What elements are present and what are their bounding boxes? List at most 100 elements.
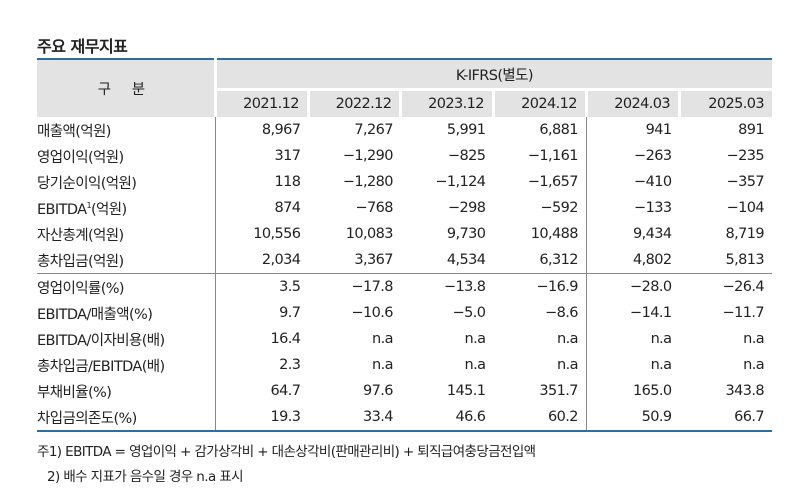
cell-value: n.a [372, 357, 393, 373]
cell-value: 6,312 [539, 252, 578, 268]
cell-value: −1,290 [342, 148, 394, 164]
cell-value: 165.0 [585, 378, 680, 404]
period-header: 2022.12 [306, 88, 401, 117]
row-label-text: 총차입금/EBITDA(배) [37, 358, 165, 375]
cell-value: 60.2 [548, 409, 578, 425]
cell-value: 145.1 [446, 383, 486, 399]
cell-value: −16.9 [493, 273, 587, 300]
table-row: 영업이익률(%) 3.5 −17.8 −13.8 −16.9 −28.0 −26.4 [37, 273, 772, 300]
cell-value: −410 [585, 169, 680, 195]
page-title: 주요 재무지표 [37, 37, 128, 56]
cell-value: n.a [557, 331, 578, 347]
row-label: 영업이익(억원) [37, 143, 216, 169]
cell-value: 2.3 [279, 357, 301, 373]
cell-value: 6,881 [539, 122, 578, 138]
cell-value: 874 [274, 200, 301, 216]
row-label: 자산총계(억원) [37, 221, 216, 247]
period-header: 2024.12 [491, 88, 587, 117]
cell-value: 9,434 [585, 221, 680, 247]
row-label: 차입금의존도(%) [37, 404, 216, 431]
period-header: 2024.03 [584, 88, 680, 117]
row-label-text: 당기순이익(억원) [37, 175, 137, 192]
footnote-ref: 1 [86, 200, 91, 210]
cell-value: 941 [585, 117, 680, 143]
row-label-text: EBITDA/이자비용(배) [37, 332, 165, 349]
row-label: 매출액(억원) [37, 117, 216, 143]
cell-value: 33.4 [363, 409, 393, 425]
footnote-1: 주1) EBITDA = 영업이익 + 감가상각비 + 대손상각비(판매관리비)… [37, 444, 536, 460]
cell-value: −11.7 [722, 305, 765, 321]
cell-value: −104 [726, 200, 765, 216]
table-row: 영업이익(억원) 317 −1,290 −825 −1,161 −263 −235 [37, 143, 772, 169]
cell-value: −263 [585, 143, 680, 169]
row-label-text: 영업이익률(%) [37, 280, 125, 297]
cell-value: 10,488 [530, 226, 579, 242]
row-label-suffix: (억원) [90, 201, 127, 218]
cell-value: −768 [355, 200, 393, 216]
row-label: 당기순이익(억원) [37, 169, 216, 195]
row-label-text: 영업이익(억원) [37, 149, 124, 166]
cell-value: 317 [274, 148, 301, 164]
table-row: EBITDA/매출액(%) 9.7 −10.6 −5.0 −8.6 −14.1 −11.7 [37, 300, 772, 326]
table-row: 차입금의존도(%) 19.3 33.4 46.6 60.2 50.9 66.7 [37, 404, 772, 431]
header-group: K-IFRS(별도) [213, 59, 772, 90]
cell-value: 10,083 [345, 226, 394, 242]
table-row: 매출액(억원) 8,967 7,267 5,991 6,881 941 891 [37, 117, 772, 143]
table-row: 부채비율(%) 64.7 97.6 145.1 351.7 165.0 343.8 [37, 378, 772, 404]
cell-value: 351.7 [539, 383, 578, 399]
cell-value: −26.4 [679, 273, 772, 300]
cell-value: −5.0 [452, 305, 486, 321]
row-label: 영업이익률(%) [37, 273, 216, 300]
table-row: EBITDA1(억원) 874 −768 −298 −592 −133 −104 [37, 195, 772, 221]
cell-value: −10.6 [351, 305, 393, 321]
period-header: 2021.12 [213, 88, 309, 117]
row-label: EBITDA/매출액(%) [37, 300, 216, 326]
cell-value: 50.9 [585, 404, 680, 431]
cell-value: −28.0 [585, 273, 680, 300]
row-label-text: 차입금의존도(%) [37, 410, 137, 427]
cell-value: −13.8 [400, 273, 494, 300]
cell-value: 97.6 [363, 383, 393, 399]
cell-value: 9.7 [279, 305, 301, 321]
cell-value: 118 [274, 174, 301, 190]
cell-value: −1,124 [435, 174, 486, 190]
cell-value: 16.4 [270, 331, 301, 347]
cell-value: 8,719 [725, 226, 764, 242]
cell-value: −8.6 [545, 305, 578, 321]
row-label: 부채비율(%) [37, 378, 216, 404]
row-label-text: EBITDA/매출액(%) [37, 306, 153, 323]
cell-value: n.a [743, 331, 764, 347]
row-label-text: 자산총계(억원) [37, 227, 124, 244]
header-label: 구 분 [37, 59, 216, 117]
cell-value: 3,367 [354, 252, 393, 268]
cell-value: 891 [738, 122, 764, 138]
cell-value: 343.8 [725, 383, 764, 399]
cell-value: −235 [726, 148, 765, 164]
table-row: 총차입금/EBITDA(배) 2.3 n.a n.a n.a n.a n.a [37, 352, 772, 378]
cell-value: −298 [447, 200, 486, 216]
table-row: 당기순이익(억원) 118 −1,280 −1,124 −1,657 −410 −357 [37, 169, 772, 195]
cell-value: −357 [726, 174, 765, 190]
cell-value: 5,813 [725, 252, 764, 268]
financial-table: 구 분 K-IFRS(별도) 2021.12 2022.12 2023.12 2024… [37, 58, 772, 432]
row-label-text: 부채비율(%) [37, 384, 112, 401]
cell-value: n.a [372, 331, 393, 347]
cell-value: 5,991 [446, 122, 486, 138]
cell-value: 3.5 [215, 273, 309, 300]
cell-value: −592 [540, 200, 579, 216]
cell-value: 46.6 [455, 409, 486, 425]
cell-value: n.a [585, 352, 680, 378]
row-label: 총차입금/EBITDA(배) [37, 352, 216, 378]
cell-value: −14.1 [585, 300, 680, 326]
cell-value: 9,730 [446, 226, 486, 242]
row-label: 총차입금(억원) [37, 247, 216, 274]
cell-value: n.a [585, 326, 680, 352]
row-label-text: 총차입금(억원) [37, 253, 124, 270]
cell-value: −1,657 [527, 174, 579, 190]
cell-value: 7,267 [354, 122, 393, 138]
row-label: EBITDA1(억원) [37, 195, 216, 221]
cell-value: −1,280 [342, 174, 394, 190]
cell-value: n.a [464, 331, 486, 347]
cell-value: −825 [447, 148, 486, 164]
period-header: 2025.03 [677, 88, 772, 117]
